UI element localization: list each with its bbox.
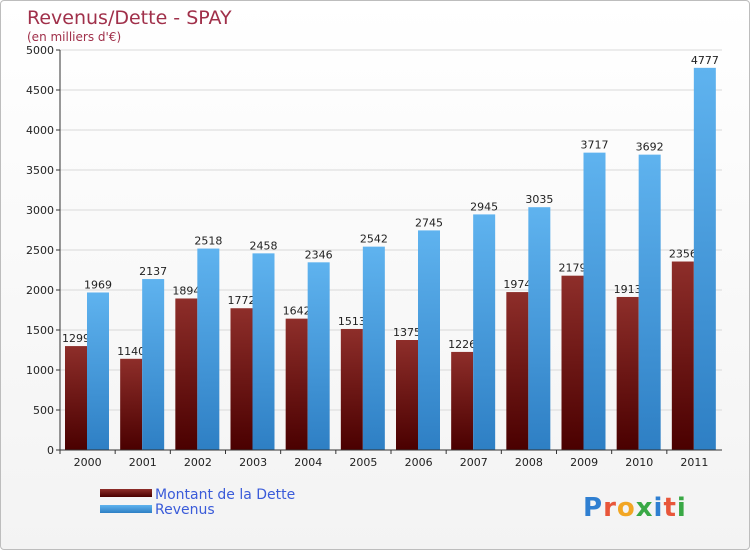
x-tick-label: 2003 (239, 456, 267, 469)
value-label-debt: 1772 (228, 294, 256, 307)
x-tick-label: 2004 (294, 456, 322, 469)
x-axis: 2000 2001 2002 2003 2004 2005 2006 2007 2008 2009… (59, 449, 722, 469)
bar-revenus (307, 262, 330, 450)
legend-label-debt: Montant de la Dette (155, 487, 295, 503)
bar-debt (616, 296, 639, 450)
y-tick-label: 4000 (26, 124, 54, 137)
y-tick-label: 5000 (26, 44, 54, 57)
logo-text: Proxiti (583, 493, 687, 523)
x-tick-label: 2001 (129, 456, 157, 469)
value-label-debt: 1299 (62, 332, 90, 345)
value-label-revenus: 2137 (139, 265, 167, 278)
y-tick-label: 3500 (26, 164, 54, 177)
y-tick-label: 1500 (26, 324, 54, 337)
bar-debt (506, 292, 529, 450)
y-tick-label: 4500 (26, 84, 54, 97)
bar-debt (120, 358, 143, 450)
value-label-debt: 1513 (338, 315, 366, 328)
bar-revenus (362, 246, 385, 450)
y-tick-label: 1000 (26, 364, 54, 377)
x-tick-label: 2005 (349, 456, 377, 469)
chart-subtitle: (en milliers d'€) (27, 30, 121, 44)
bar-debt (340, 328, 363, 450)
y-tick-label: 2500 (26, 244, 54, 257)
y-tick-label: 0 (47, 444, 54, 457)
y-tick-label: 2000 (26, 284, 54, 297)
x-tick-label: 2009 (570, 456, 598, 469)
bar-revenus (583, 152, 606, 450)
bar-debt (561, 275, 584, 450)
x-tick-label: 2008 (515, 456, 543, 469)
x-tick-label: 2002 (184, 456, 212, 469)
chart-title: Revenus/Dette - SPAY (27, 7, 232, 29)
value-label-debt: 1140 (117, 345, 145, 358)
value-label-revenus: 3717 (581, 139, 609, 152)
bars: 1299 1969 1140 2137 1894 2518 1772 2458 1642 2346… (62, 54, 719, 450)
bar-debt (285, 318, 308, 450)
bar-revenus (87, 292, 109, 450)
x-tick-label: 2011 (680, 456, 708, 469)
value-label-debt: 1226 (448, 338, 476, 351)
bar-debt (230, 308, 253, 450)
y-axis: 0 500 1000 1500 2000 2500 3000 3500 4000 4500 5000 (26, 44, 61, 457)
bar-revenus (252, 253, 275, 450)
legend-swatch-revenus (100, 505, 152, 513)
value-label-revenus: 2745 (415, 216, 443, 229)
value-label-revenus: 2346 (305, 248, 333, 261)
value-label-revenus: 1969 (84, 278, 112, 291)
value-label-debt: 1913 (614, 283, 642, 296)
value-label-revenus: 2518 (194, 235, 222, 248)
legend-swatch-debt (100, 489, 152, 497)
x-tick-label: 2000 (74, 456, 102, 469)
y-tick-label: 500 (33, 404, 54, 417)
value-label-debt: 1642 (283, 305, 311, 318)
y-tick-label: 3000 (26, 204, 54, 217)
value-label-debt: 1894 (172, 284, 200, 297)
bar-revenus (473, 214, 496, 450)
value-label-debt: 2179 (559, 262, 587, 275)
value-label-revenus: 4777 (691, 54, 719, 67)
x-tick-label: 2007 (460, 456, 488, 469)
value-label-revenus: 3692 (636, 141, 664, 154)
x-tick-label: 2006 (405, 456, 433, 469)
bar-revenus (142, 279, 165, 450)
x-tick-label: 2010 (625, 456, 653, 469)
value-label-revenus: 2458 (250, 239, 278, 252)
bar-debt (451, 351, 474, 450)
value-label-revenus: 2945 (470, 200, 498, 213)
bar-revenus (693, 67, 716, 450)
bar-debt (396, 340, 418, 450)
value-label-debt: 1375 (393, 326, 421, 339)
bar-revenus (638, 154, 661, 450)
bar-debt (671, 261, 694, 450)
bar-revenus (528, 207, 551, 450)
bar-revenus (197, 248, 220, 450)
bar-debt (175, 298, 198, 450)
value-label-revenus: 2542 (360, 233, 388, 246)
bar-debt (65, 346, 87, 450)
value-label-debt: 2356 (669, 248, 697, 261)
legend: Montant de la Dette Revenus (100, 487, 295, 518)
value-label-revenus: 3035 (525, 193, 553, 206)
proxiti-logo: Proxiti (583, 493, 687, 523)
bar-revenus (418, 230, 440, 450)
legend-label-revenus: Revenus (155, 502, 215, 518)
value-label-debt: 1974 (503, 278, 531, 291)
